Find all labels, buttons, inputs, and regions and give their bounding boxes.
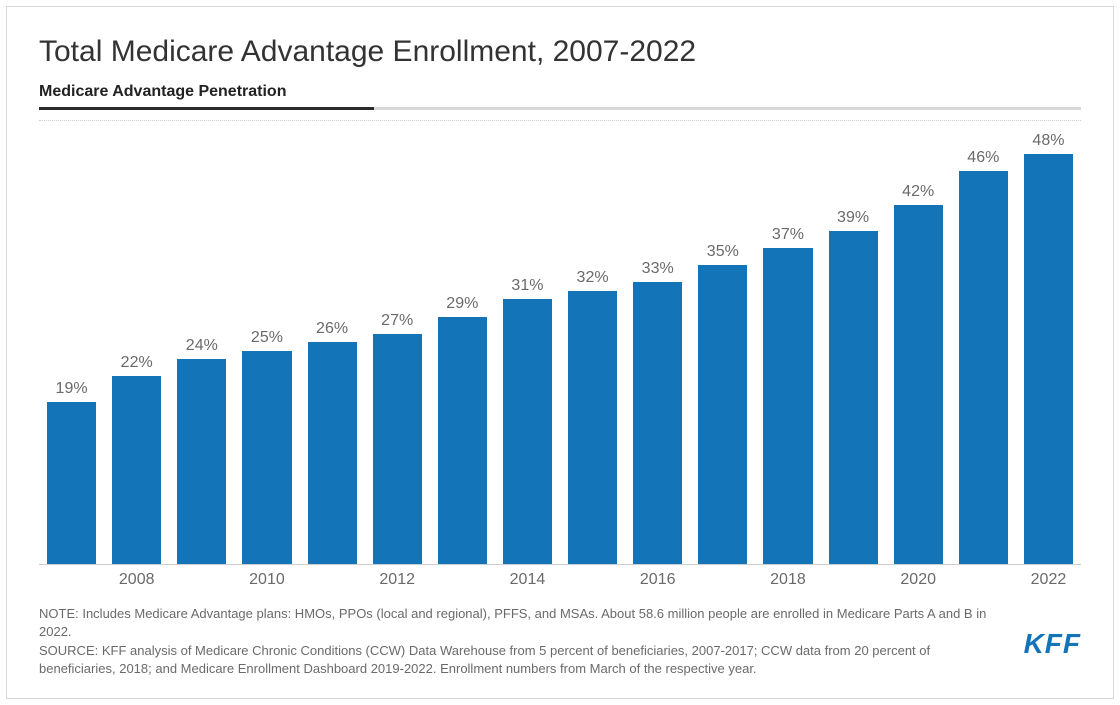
bar	[47, 402, 96, 564]
bar-slot: 32%	[564, 120, 621, 564]
bar-slot: 31%	[499, 120, 556, 564]
bar	[698, 265, 747, 564]
x-tick	[825, 565, 882, 593]
bar	[1024, 154, 1073, 564]
bar-value-label: 33%	[642, 260, 674, 278]
bar	[959, 171, 1008, 564]
bar-value-label: 42%	[902, 183, 934, 201]
bar	[242, 351, 291, 565]
bar-value-label: 48%	[1032, 132, 1064, 150]
bar	[438, 317, 487, 565]
footer: NOTE: Includes Medicare Advantage plans:…	[39, 593, 1081, 678]
bar-value-label: 46%	[967, 149, 999, 167]
bar	[112, 376, 161, 564]
bar-slot: 33%	[629, 120, 686, 564]
chart-area: 19% 22% 24% 25% 26% 27% 29% 31% 32% 33% 35% 37% 39% 4…	[39, 120, 1081, 593]
bar-value-label: 31%	[511, 277, 543, 295]
x-axis: 2008 2010 2012 2014 2016 2018 2020 2022	[39, 565, 1081, 593]
bar-slot: 27%	[369, 120, 426, 564]
bars-container: 19% 22% 24% 25% 26% 27% 29% 31% 32% 33% 35% 37% 39% 4…	[39, 120, 1081, 565]
bar	[829, 231, 878, 564]
x-tick: 2022	[1020, 565, 1077, 593]
bar-slot: 26%	[304, 120, 361, 564]
x-tick	[173, 565, 230, 593]
bar-slot: 37%	[759, 120, 816, 564]
x-tick: 2012	[369, 565, 426, 593]
x-tick	[434, 565, 491, 593]
chart-card: Total Medicare Advantage Enrollment, 200…	[6, 6, 1114, 699]
bar-slot: 24%	[173, 120, 230, 564]
bar-value-label: 37%	[772, 226, 804, 244]
bar-value-label: 35%	[707, 243, 739, 261]
bar-slot: 35%	[694, 120, 751, 564]
x-tick: 2014	[499, 565, 556, 593]
bar	[177, 359, 226, 564]
chart-subtitle: Medicare Advantage Penetration	[39, 83, 286, 107]
x-tick: 2020	[890, 565, 947, 593]
x-tick	[564, 565, 621, 593]
bar	[763, 248, 812, 564]
subtitle-rule	[39, 107, 1081, 110]
footnotes: NOTE: Includes Medicare Advantage plans:…	[39, 605, 1004, 678]
bar-slot: 25%	[238, 120, 295, 564]
source-text: SOURCE: KFF analysis of Medicare Chronic…	[39, 642, 1004, 678]
x-tick: 2008	[108, 565, 165, 593]
bar-value-label: 32%	[577, 269, 609, 287]
bar-value-label: 19%	[56, 380, 88, 398]
note-text: NOTE: Includes Medicare Advantage plans:…	[39, 605, 1004, 641]
x-tick	[43, 565, 100, 593]
x-tick: 2010	[238, 565, 295, 593]
x-tick	[304, 565, 361, 593]
x-tick: 2016	[629, 565, 686, 593]
bar	[568, 291, 617, 564]
bar-value-label: 27%	[381, 312, 413, 330]
x-tick: 2018	[759, 565, 816, 593]
bar-slot: 19%	[43, 120, 100, 564]
bar-slot: 39%	[825, 120, 882, 564]
bar-slot: 42%	[890, 120, 947, 564]
x-tick	[955, 565, 1012, 593]
bar	[308, 342, 357, 564]
kff-logo: KFF	[1024, 628, 1081, 678]
bar-slot: 48%	[1020, 120, 1077, 564]
bar-value-label: 25%	[251, 329, 283, 347]
bar	[633, 282, 682, 564]
bar-value-label: 22%	[121, 354, 153, 372]
bar-slot: 46%	[955, 120, 1012, 564]
bar-value-label: 39%	[837, 209, 869, 227]
bar	[503, 299, 552, 564]
bar-slot: 29%	[434, 120, 491, 564]
bar-value-label: 24%	[186, 337, 218, 355]
bar	[894, 205, 943, 564]
bar-value-label: 26%	[316, 320, 348, 338]
chart-title: Total Medicare Advantage Enrollment, 200…	[39, 35, 1081, 69]
bar-slot: 22%	[108, 120, 165, 564]
subtitle-block: Medicare Advantage Penetration	[39, 83, 1081, 110]
bar-value-label: 29%	[446, 295, 478, 313]
bar	[373, 334, 422, 565]
x-tick	[694, 565, 751, 593]
